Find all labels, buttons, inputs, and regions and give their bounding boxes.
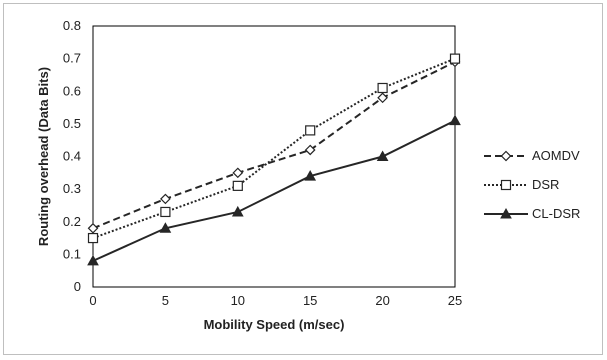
data-point-aomdv bbox=[160, 193, 171, 205]
data-point-dsr bbox=[305, 125, 316, 136]
x-tick-label: 20 bbox=[375, 293, 389, 308]
x-axis-ticks: 0 5 10 15 20 25 bbox=[89, 293, 462, 308]
series-line-cl-dsr bbox=[92, 119, 456, 262]
legend-label: AOMDV bbox=[532, 148, 580, 163]
data-point-cl-dsr bbox=[231, 205, 244, 217]
legend-item-cl-dsr: CL-DSR bbox=[484, 206, 580, 221]
y-tick-label: 0.5 bbox=[63, 116, 81, 131]
legend-item-dsr: DSR bbox=[484, 177, 559, 192]
legend-swatch-marker bbox=[500, 207, 512, 219]
data-point-dsr bbox=[377, 82, 388, 94]
data-point-cl-dsr bbox=[87, 254, 99, 266]
data-point-aomdv bbox=[232, 167, 244, 179]
series-aomdv bbox=[87, 56, 461, 234]
y-tick-label: 0.1 bbox=[63, 246, 81, 261]
x-axis-title: Mobility Speed (m/sec) bbox=[204, 317, 345, 332]
x-tick-label: 15 bbox=[303, 293, 317, 308]
series-cl-dsr bbox=[87, 114, 461, 266]
data-point-cl-dsr bbox=[376, 150, 389, 161]
x-tick-label: 10 bbox=[231, 293, 245, 308]
y-axis-ticks: 0 0.1 0.2 0.3 0.4 0.5 0.6 0.7 0.8 bbox=[63, 18, 81, 294]
data-point-cl-dsr bbox=[159, 222, 172, 233]
data-point-cl-dsr bbox=[449, 114, 461, 126]
legend-item-aomdv: AOMDV bbox=[484, 148, 580, 163]
series-dsr bbox=[87, 53, 461, 244]
y-tick-label: 0.4 bbox=[63, 149, 81, 164]
series-line-dsr bbox=[92, 57, 456, 240]
y-tick-label: 0 bbox=[74, 279, 81, 294]
data-point-dsr bbox=[232, 180, 243, 191]
legend-swatch-marker bbox=[500, 179, 512, 191]
legend-swatch-marker bbox=[500, 150, 512, 162]
data-point-dsr bbox=[87, 232, 99, 244]
series-layer bbox=[87, 53, 461, 266]
data-point-dsr bbox=[449, 53, 461, 64]
y-tick-label: 0.6 bbox=[63, 83, 81, 98]
legend: AOMDV DSR CL-DSR bbox=[484, 148, 580, 221]
legend-label: DSR bbox=[532, 177, 559, 192]
y-tick-label: 0.2 bbox=[63, 214, 81, 229]
data-point-dsr bbox=[160, 206, 171, 218]
data-point-aomdv bbox=[87, 222, 99, 234]
data-point-aomdv bbox=[377, 92, 388, 104]
series-line-aomdv bbox=[92, 60, 456, 230]
y-tick-label: 0.7 bbox=[63, 51, 81, 66]
x-tick-label: 25 bbox=[448, 293, 462, 308]
data-point-aomdv bbox=[304, 144, 316, 156]
plot-area bbox=[92, 25, 456, 288]
y-tick-label: 0.8 bbox=[63, 18, 81, 33]
legend-label: CL-DSR bbox=[532, 206, 580, 221]
x-tick-label: 5 bbox=[162, 293, 169, 308]
y-tick-label: 0.3 bbox=[63, 181, 81, 196]
x-tick-label: 0 bbox=[89, 293, 96, 308]
y-axis-title: Routing overhead (Data Bits) bbox=[36, 67, 51, 246]
data-point-cl-dsr bbox=[304, 170, 317, 181]
